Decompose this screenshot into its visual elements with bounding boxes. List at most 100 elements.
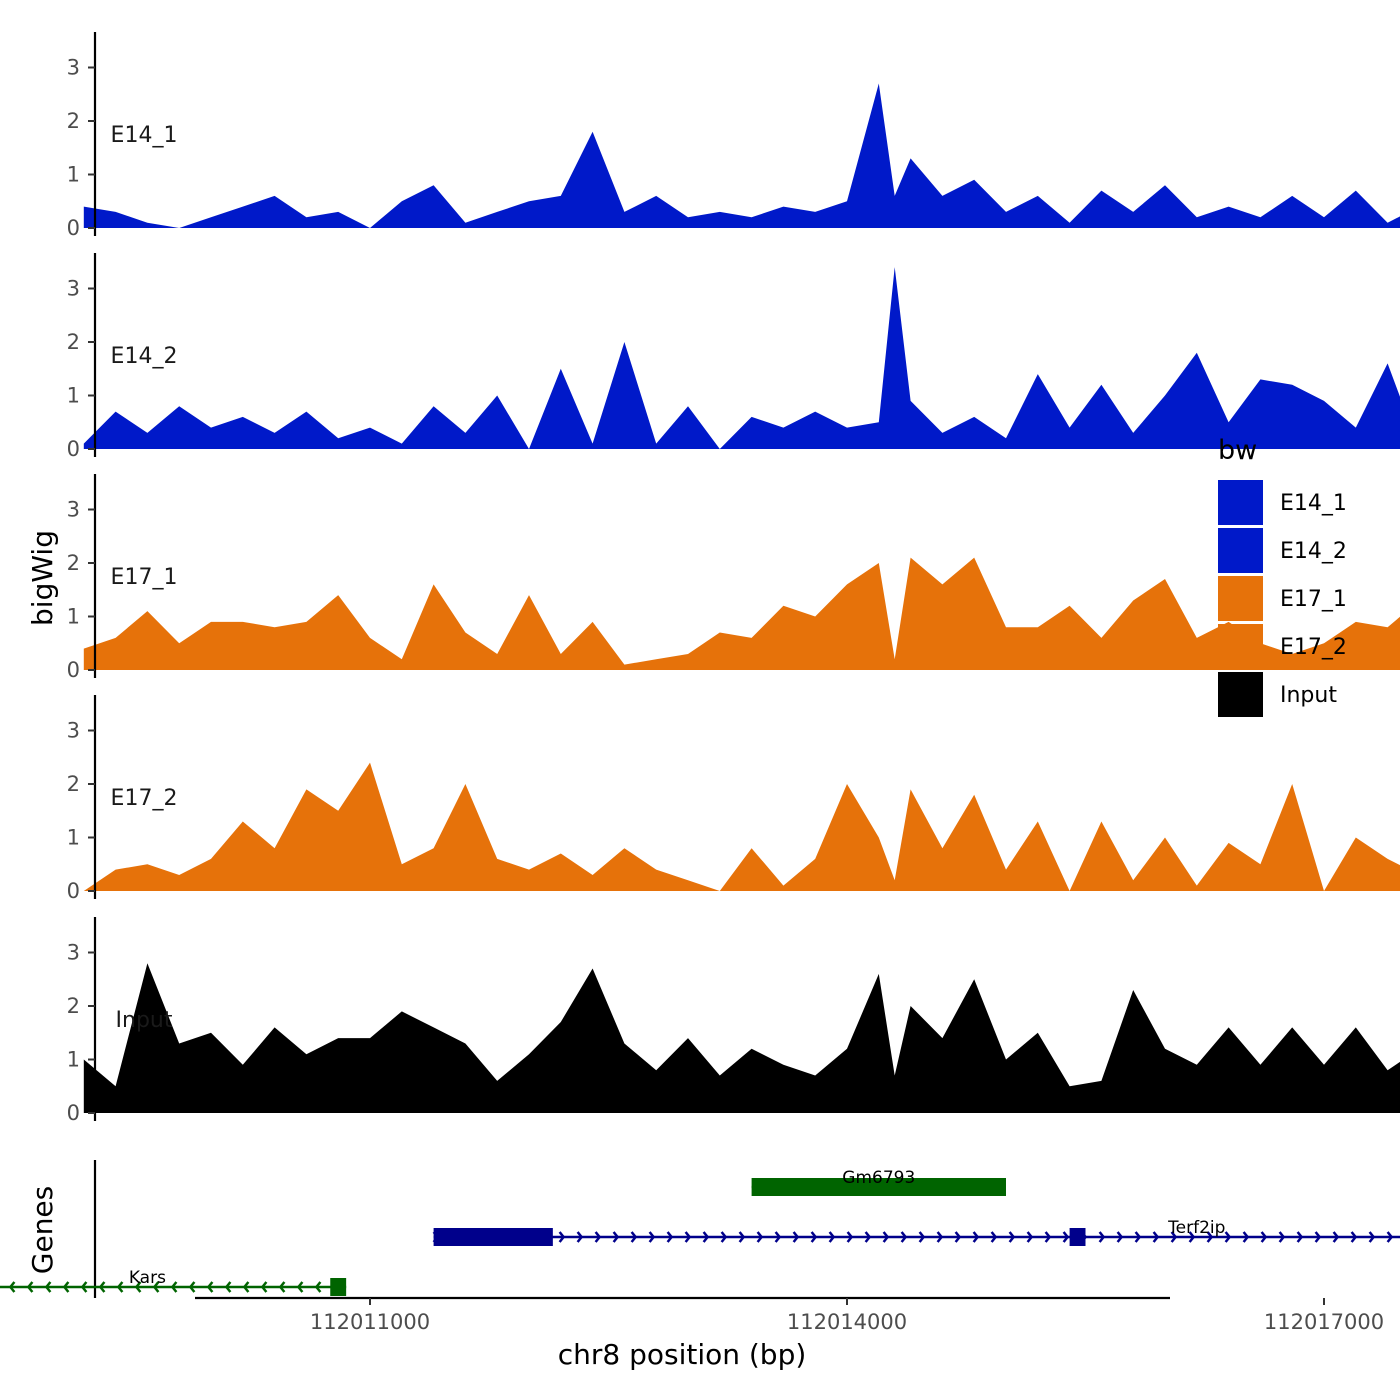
- strand-chevron: [242, 1281, 250, 1293]
- strand-chevron: [684, 1231, 692, 1243]
- genes-axis-title: Genes: [26, 1186, 59, 1274]
- legend-swatch-E17_1: [1218, 576, 1263, 621]
- track-label: E17_1: [111, 565, 178, 590]
- gene-label: Kars: [129, 1268, 166, 1288]
- x-tick-label: 112017000: [1264, 1310, 1384, 1334]
- strand-chevron: [972, 1231, 980, 1243]
- strand-chevron: [188, 1281, 196, 1293]
- strand-chevron: [1170, 1231, 1178, 1243]
- y-tick-label: 0: [67, 1101, 80, 1125]
- strand-chevron: [954, 1231, 962, 1243]
- track-label: E14_1: [111, 123, 178, 148]
- strand-chevron: [828, 1231, 836, 1243]
- legend-label: Input: [1280, 683, 1337, 708]
- strand-chevron: [558, 1231, 566, 1243]
- y-tick-label: 1: [67, 605, 80, 629]
- track-E14_1: 0 1 2 3 E14_1: [67, 32, 1400, 240]
- strand-chevron: [224, 1281, 232, 1293]
- y-tick-label: 2: [67, 109, 80, 133]
- legend-title: bw: [1218, 435, 1257, 466]
- strand-chevron: [314, 1281, 322, 1293]
- y-tick-label: 0: [67, 879, 80, 903]
- strand-chevron: [44, 1281, 52, 1293]
- track-label: E14_2: [111, 344, 178, 369]
- strand-chevron: [170, 1281, 178, 1293]
- y-tick-label: 3: [67, 277, 80, 301]
- legend-swatch-E14_2: [1218, 528, 1263, 573]
- y-tick-label: 3: [67, 498, 80, 522]
- area-Input: [83, 963, 1400, 1113]
- strand-chevron: [1062, 1231, 1070, 1243]
- area-E14_2: [83, 267, 1400, 449]
- y-tick-label: 2: [67, 330, 80, 354]
- strand-chevron: [1116, 1231, 1124, 1243]
- gene-exon: [1069, 1228, 1086, 1246]
- strand-chevron: [1242, 1231, 1250, 1243]
- strand-chevron: [116, 1281, 124, 1293]
- gene-exon: [330, 1278, 347, 1296]
- area-E14_1: [83, 83, 1400, 228]
- legend-label: E17_2: [1280, 635, 1347, 660]
- track-E17_1: 0 1 2 3 E17_1: [67, 474, 1400, 682]
- gene-Kars: Kars: [0, 1268, 347, 1296]
- strand-chevron: [756, 1231, 764, 1243]
- strand-chevron: [1188, 1231, 1196, 1243]
- y-tick-label: 3: [67, 941, 80, 965]
- strand-chevron: [80, 1281, 88, 1293]
- strand-chevron: [918, 1231, 926, 1243]
- legend: bw E14_1 E14_2 E17_1 E17_2 Input: [1218, 435, 1347, 717]
- track-E17_2: 0 1 2 3 E17_2: [67, 695, 1400, 903]
- strand-chevron: [1152, 1231, 1160, 1243]
- area-E17_1: [83, 557, 1400, 670]
- strand-chevron: [1314, 1231, 1322, 1243]
- strand-chevron: [206, 1281, 214, 1293]
- y-tick-label: 1: [67, 826, 80, 850]
- y-tick-label: 2: [67, 994, 80, 1018]
- genes-layer: Gm6793 Terf2ip Kars: [0, 1160, 1400, 1298]
- strand-chevron: [576, 1231, 584, 1243]
- y-tick-label: 1: [67, 1048, 80, 1072]
- strand-chevron: [1350, 1231, 1358, 1243]
- track-label: Input: [116, 1008, 173, 1033]
- strand-chevron: [1224, 1231, 1232, 1243]
- y-tick-label: 0: [67, 216, 80, 240]
- strand-chevron: [152, 1281, 160, 1293]
- strand-chevron: [648, 1231, 656, 1243]
- legend-swatch-E14_1: [1218, 480, 1263, 525]
- strand-chevron: [846, 1231, 854, 1243]
- x-tick-label: 112014000: [787, 1310, 907, 1334]
- strand-chevron: [738, 1231, 746, 1243]
- strand-chevron: [990, 1231, 998, 1243]
- strand-chevron: [864, 1231, 872, 1243]
- strand-chevron: [666, 1231, 674, 1243]
- strand-chevron: [296, 1281, 304, 1293]
- strand-chevron: [260, 1281, 268, 1293]
- legend-label: E14_1: [1280, 491, 1347, 516]
- strand-chevron: [1260, 1231, 1268, 1243]
- y-tick-label: 1: [67, 163, 80, 187]
- legend-label: E14_2: [1280, 539, 1347, 564]
- y-tick-label: 2: [67, 551, 80, 575]
- strand-chevron: [810, 1231, 818, 1243]
- strand-chevron: [612, 1231, 620, 1243]
- gene-label: Gm6793: [842, 1168, 915, 1188]
- y-tick-label: 1: [67, 384, 80, 408]
- strand-chevron: [1206, 1231, 1214, 1243]
- track-label: E17_2: [111, 786, 178, 811]
- y-tick-label: 0: [67, 437, 80, 461]
- strand-chevron: [792, 1231, 800, 1243]
- gene-exon: [433, 1228, 553, 1246]
- strand-chevron: [98, 1281, 106, 1293]
- strand-chevron: [900, 1231, 908, 1243]
- legend-label: E17_1: [1280, 587, 1347, 612]
- strand-chevron: [1386, 1231, 1394, 1243]
- strand-chevron: [134, 1281, 142, 1293]
- strand-chevron: [1368, 1231, 1376, 1243]
- y-tick-label: 3: [67, 719, 80, 743]
- x-axis: 112011000112014000112017000112020000: [195, 1296, 1384, 1334]
- legend-swatch-E17_2: [1218, 624, 1263, 669]
- gene-Terf2ip: Terf2ip: [432, 1218, 1400, 1246]
- strand-chevron: [936, 1231, 944, 1243]
- y-tick-label: 3: [67, 56, 80, 80]
